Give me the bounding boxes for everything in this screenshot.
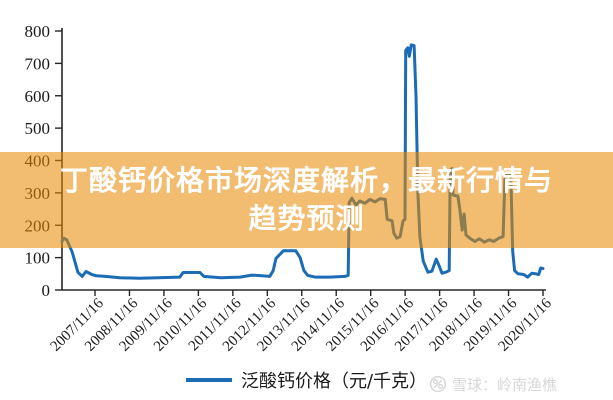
chart-legend: 泛酸钙价格（元/千克） (0, 366, 613, 394)
banner-title-line1: 丁酸钙价格市场深度解析，最新行情与 (59, 164, 553, 197)
legend-label: 泛酸钙价格（元/千克） (240, 371, 428, 392)
legend-line-swatch (185, 378, 232, 382)
y-tick-label: 700 (25, 54, 51, 73)
xueqiu-snowball-icon (429, 375, 447, 393)
y-tick-label: 100 (25, 249, 51, 268)
y-tick-label: 500 (25, 119, 51, 138)
title-banner: 丁酸钙价格市场深度解析，最新行情与 趋势预测 (0, 152, 613, 248)
watermark: 雪球：岭南渔樵 (429, 374, 557, 394)
watermark-text: 雪球：岭南渔樵 (451, 375, 557, 394)
y-tick-label: 600 (25, 87, 51, 106)
banner-title-line2: 趋势预测 (248, 202, 365, 235)
y-tick-label: 800 (25, 22, 51, 41)
y-tick-label: 0 (42, 281, 51, 300)
